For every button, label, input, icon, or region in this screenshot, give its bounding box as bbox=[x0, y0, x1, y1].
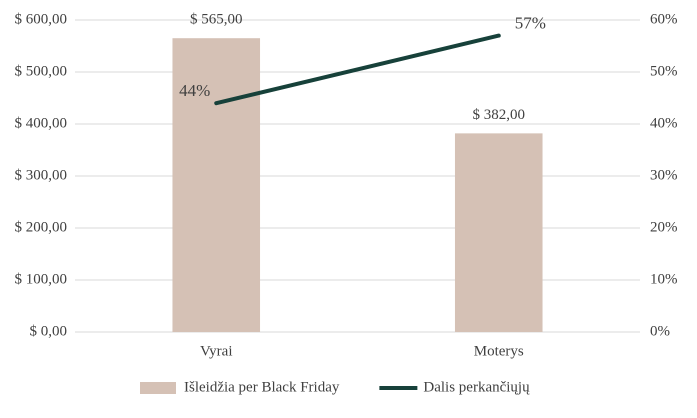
y-tick-label: $ 500,00 bbox=[15, 63, 68, 79]
y2-tick-label: 40% bbox=[650, 115, 678, 131]
y2-tick-label: 0% bbox=[650, 323, 670, 339]
line bbox=[214, 33, 501, 106]
y-tick-label: $ 300,00 bbox=[15, 167, 68, 183]
y-tick-label: $ 600,00 bbox=[15, 11, 68, 27]
legend-label: Išleidžia per Black Friday bbox=[184, 379, 340, 395]
bar bbox=[172, 38, 261, 332]
y2-tick-label: 30% bbox=[650, 167, 678, 183]
line-value-label: 57% bbox=[515, 14, 546, 33]
y-tick-label: $ 0,00 bbox=[30, 323, 68, 339]
y-tick-label: $ 200,00 bbox=[15, 219, 68, 235]
y2-tick-label: 50% bbox=[650, 63, 678, 79]
y2-tick-label: 10% bbox=[650, 271, 678, 287]
x-tick-label: Moterys bbox=[474, 343, 524, 359]
bar-value-label: $ 565,00 bbox=[190, 12, 243, 28]
legend-label: Dalis perkančiųjų bbox=[423, 379, 530, 395]
legend-swatch bbox=[140, 382, 176, 394]
bar-value-label: $ 382,00 bbox=[473, 107, 526, 123]
line-value-label: 44% bbox=[179, 81, 210, 100]
y-tick-label: $ 400,00 bbox=[15, 115, 68, 131]
y-tick-label: $ 100,00 bbox=[15, 271, 68, 287]
y2-tick-label: 60% bbox=[650, 11, 678, 27]
x-tick-label: Vyrai bbox=[200, 343, 233, 359]
bar bbox=[454, 133, 543, 332]
y2-tick-label: 20% bbox=[650, 219, 678, 235]
